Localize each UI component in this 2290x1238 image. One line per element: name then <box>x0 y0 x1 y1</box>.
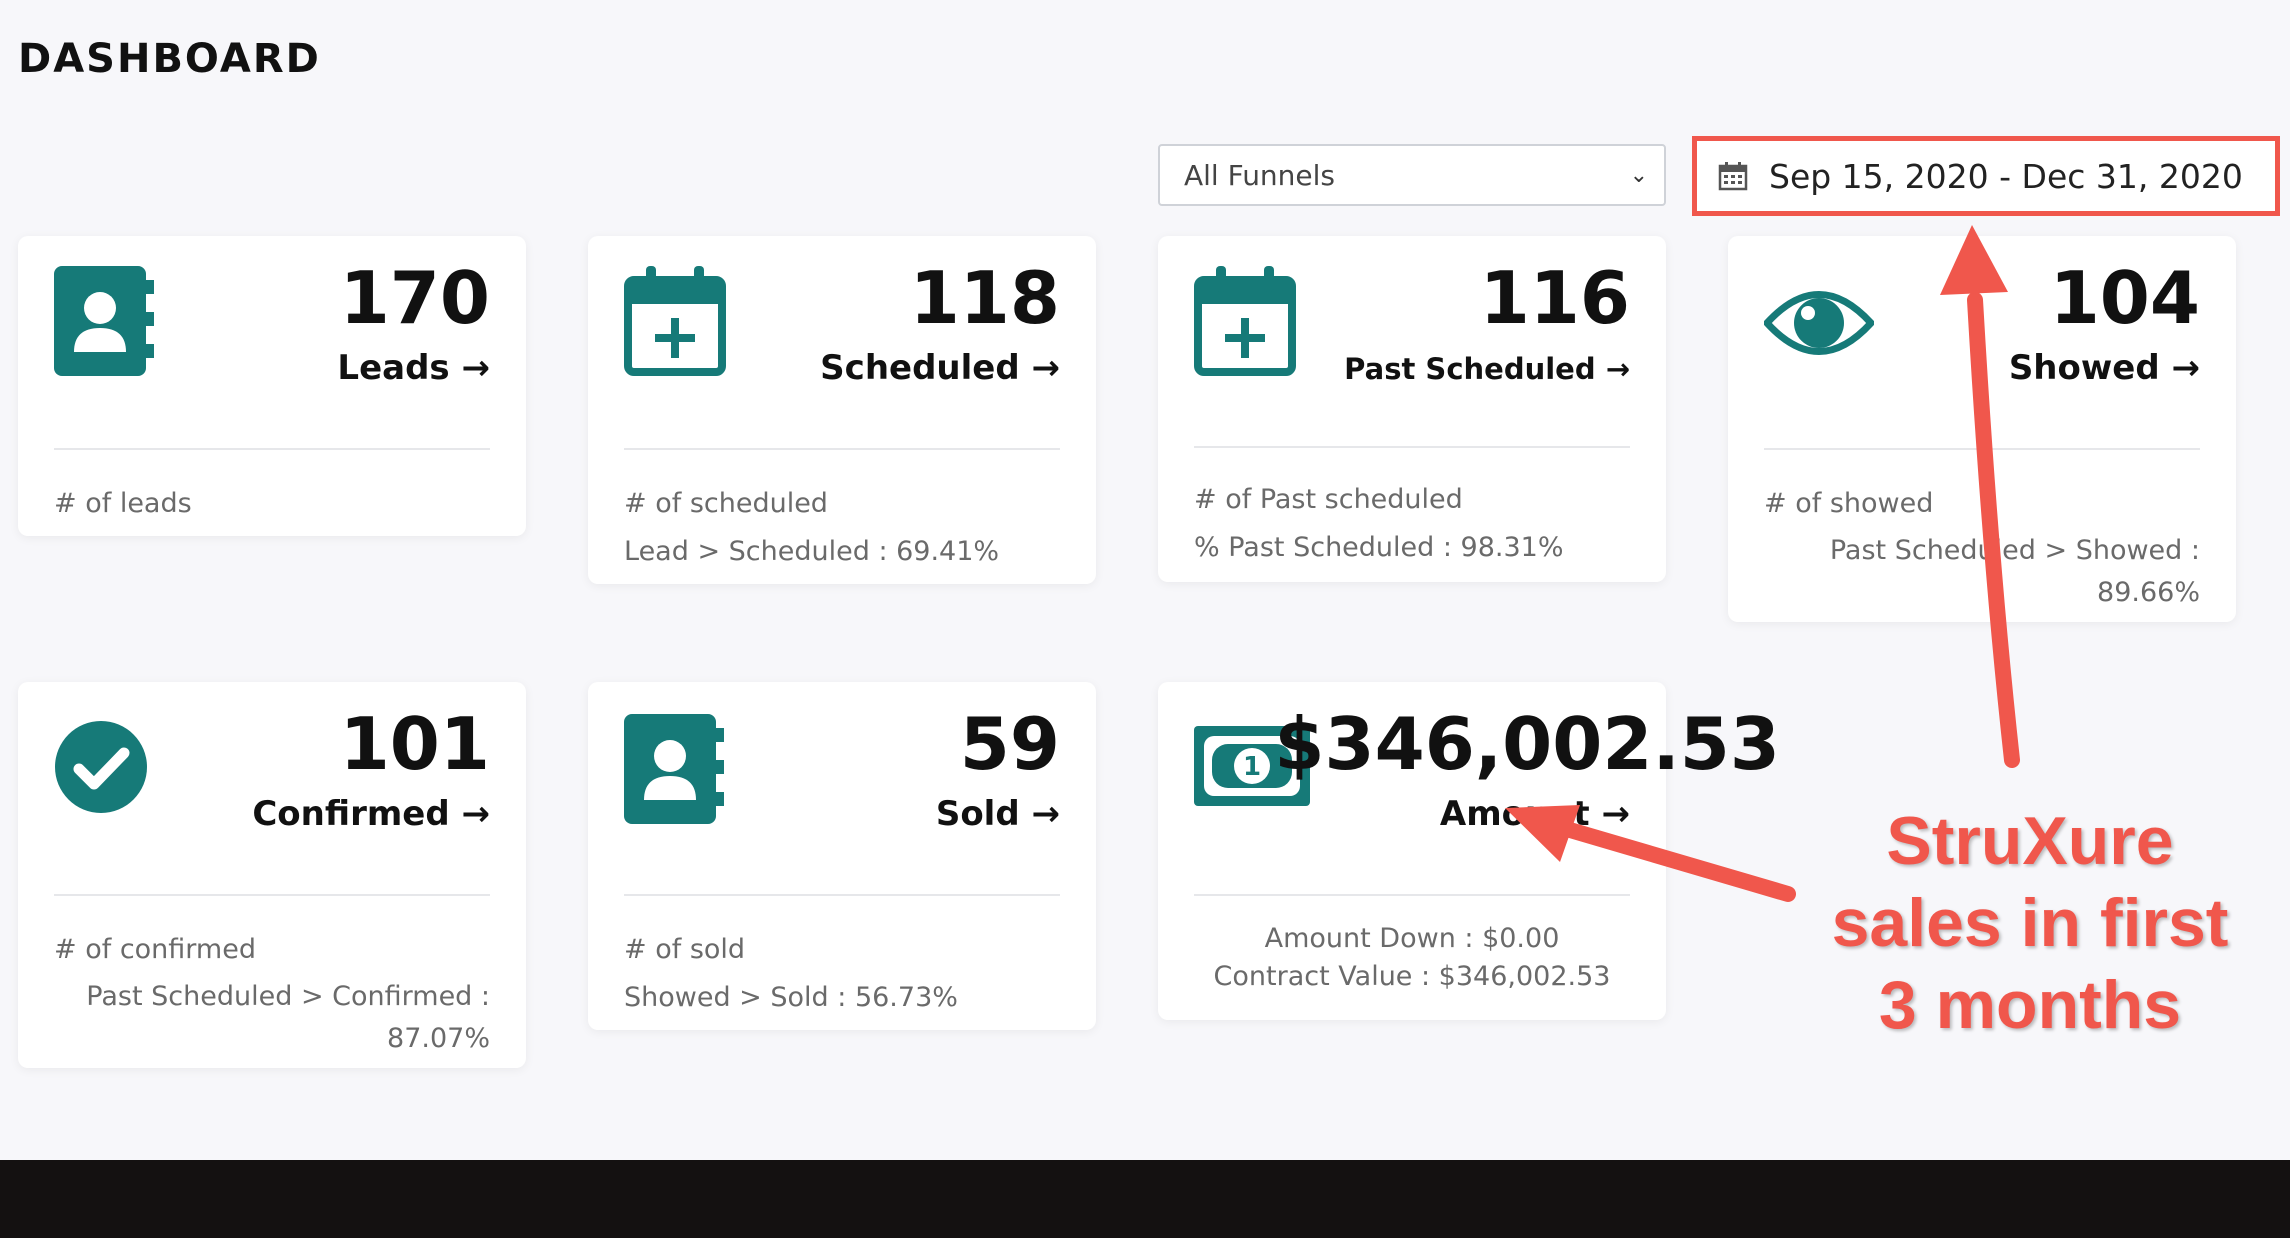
eye-icon <box>1762 286 1876 364</box>
annotation-text: StruXure sales in first 3 months <box>1830 800 2230 1046</box>
annotation-line: StruXure <box>1886 803 2174 879</box>
showed-link[interactable]: Showed → <box>2008 348 2200 388</box>
date-range-value: Sep 15, 2020 - Dec 31, 2020 <box>1769 156 2243 196</box>
leads-link[interactable]: Leads → <box>337 348 490 388</box>
chevron-down-icon: ⌄ <box>1629 162 1648 188</box>
annotation-line: sales in first <box>1831 885 2229 961</box>
showed-card[interactable]: 104 Showed → # of showed Past Scheduled … <box>1728 236 2236 622</box>
divider <box>624 894 1060 896</box>
sold-count: 59 <box>959 702 1060 786</box>
calendar-icon <box>1718 162 1748 191</box>
confirmed-ratio-value: 87.07% <box>387 1023 490 1054</box>
divider <box>54 894 490 896</box>
divider <box>624 448 1060 450</box>
sold-ratio: Showed > Sold : 56.73% <box>624 982 958 1013</box>
past-scheduled-count: 116 <box>1479 256 1630 340</box>
amount-down: Amount Down : $0.00 <box>1264 923 1560 954</box>
confirmed-card[interactable]: 101 Confirmed → # of confirmed Past Sche… <box>18 682 526 1068</box>
amount-link[interactable]: Amount → <box>1439 794 1630 834</box>
scheduled-ratio: Lead > Scheduled : 69.41% <box>624 536 1000 567</box>
calendar-plus-icon <box>624 266 728 380</box>
leads-count: 170 <box>339 256 490 340</box>
scheduled-link[interactable]: Scheduled → <box>820 348 1060 388</box>
past-scheduled-caption: # of Past scheduled <box>1194 484 1463 515</box>
showed-count: 104 <box>2049 256 2200 340</box>
amount-card[interactable]: 1 $346,002.53 Amount → Amount Down : $0.… <box>1158 682 1780 1020</box>
footer-bar <box>0 1160 2290 1238</box>
sold-caption: # of sold <box>624 934 746 965</box>
funnel-select-value: All Funnels <box>1184 158 1336 192</box>
scheduled-count: 118 <box>909 256 1060 340</box>
check-circle-icon <box>54 720 148 818</box>
confirmed-ratio: Past Scheduled > Confirmed : <box>86 981 490 1012</box>
showed-ratio-value: 89.66% <box>2097 577 2200 608</box>
divider <box>1764 448 2200 450</box>
calendar-plus-icon <box>1194 266 1298 380</box>
showed-caption: # of showed <box>1764 488 1934 519</box>
contact-book-icon <box>624 714 728 828</box>
divider <box>54 448 490 450</box>
confirmed-count: 101 <box>339 702 490 786</box>
funnel-select[interactable]: All Funnels ⌄ <box>1158 144 1666 206</box>
svg-text:1: 1 <box>1243 752 1261 782</box>
scheduled-card[interactable]: 118 Scheduled → # of scheduled Lead > Sc… <box>588 236 1096 584</box>
past-scheduled-link[interactable]: Past Scheduled → <box>1344 352 1630 386</box>
divider <box>1194 446 1630 448</box>
scheduled-caption: # of scheduled <box>624 488 828 519</box>
leads-caption: # of leads <box>54 488 192 519</box>
sold-link[interactable]: Sold → <box>935 794 1060 834</box>
money-bill-icon: 1 <box>1194 726 1310 810</box>
showed-ratio: Past Scheduled > Showed : <box>1829 535 2200 566</box>
contact-book-icon <box>54 266 158 380</box>
contract-value: Contract Value : $346,002.53 <box>1213 961 1611 992</box>
date-range-picker[interactable]: Sep 15, 2020 - Dec 31, 2020 <box>1692 136 2280 216</box>
amount-value: $346,002.53 <box>1274 702 1780 786</box>
past-scheduled-ratio: % Past Scheduled : 98.31% <box>1194 532 1564 563</box>
page-title: DASHBOARD <box>18 36 321 82</box>
sold-card[interactable]: 59 Sold → # of sold Showed > Sold : 56.7… <box>588 682 1096 1030</box>
leads-card[interactable]: 170 Leads → # of leads <box>18 236 526 536</box>
confirmed-link[interactable]: Confirmed → <box>252 794 490 834</box>
past-scheduled-card[interactable]: 116 Past Scheduled → # of Past scheduled… <box>1158 236 1666 582</box>
divider <box>1194 894 1630 896</box>
annotation-line: 3 months <box>1878 967 2182 1043</box>
confirmed-caption: # of confirmed <box>54 934 256 965</box>
